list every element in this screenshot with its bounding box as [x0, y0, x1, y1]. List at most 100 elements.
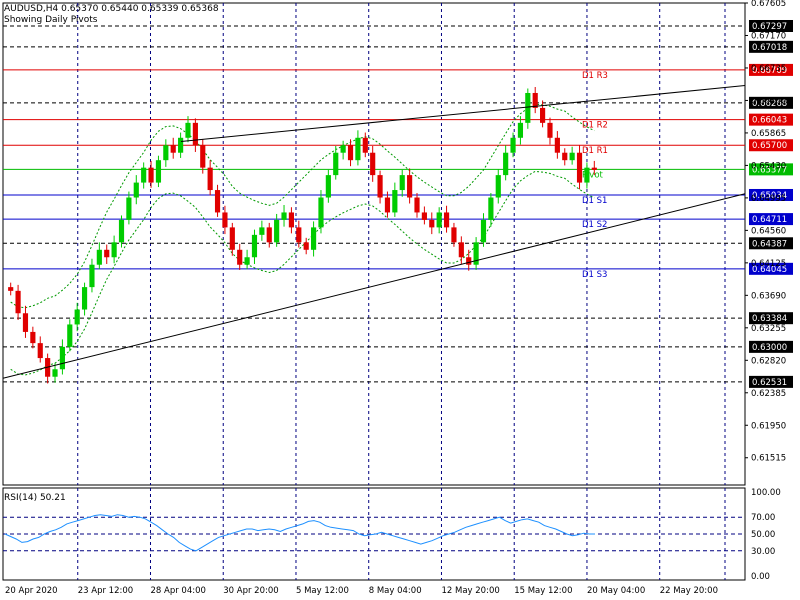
candle-body [540, 107, 546, 123]
candle-body [569, 152, 575, 161]
candle-body [251, 234, 258, 258]
level-label-box [749, 213, 793, 226]
level-label: 0.65377 [752, 165, 787, 175]
level-label-box [749, 96, 793, 109]
candle-body [74, 309, 80, 325]
x-tick-label: 12 May 20:00 [441, 586, 499, 596]
candle-body [141, 167, 147, 183]
candle-body [554, 137, 560, 153]
level-label-box [749, 340, 793, 353]
candle-body [488, 197, 494, 220]
candle-body [510, 137, 516, 153]
candle-body [547, 122, 553, 138]
candle-body [192, 122, 198, 146]
candle-body [59, 346, 65, 370]
level-label: 0.62531 [752, 378, 787, 388]
candle-body [584, 167, 590, 183]
x-tick-label: 20 Apr 2020 [5, 586, 58, 596]
candle-body [104, 249, 110, 258]
candles-layer [8, 87, 597, 384]
pivot-tag: D1 S1 [582, 196, 607, 206]
candle-body [525, 92, 531, 123]
rsi-label: RSI(14) 50.21 [4, 493, 66, 503]
level-label: 0.67297 [752, 22, 787, 32]
trendline [181, 85, 746, 143]
candle-body [288, 212, 295, 228]
y-tick-label: 0.64995 [751, 194, 786, 204]
candle-body [325, 175, 331, 198]
candle-body [296, 227, 302, 243]
candle-body [429, 219, 435, 228]
upper-band [10, 103, 595, 309]
level-label: 0.63000 [752, 343, 787, 353]
rsi-y-tick-label: 30.00 [751, 547, 775, 557]
candle-body [96, 249, 102, 265]
candle-body [436, 212, 442, 228]
x-tick-label: 28 Apr 04:00 [150, 586, 205, 596]
level-label: 0.63384 [752, 314, 787, 324]
candle-body [81, 287, 88, 310]
candle-body [517, 122, 524, 138]
candle-body [495, 175, 501, 198]
x-tick-label: 30 Apr 20:00 [223, 586, 278, 596]
candle-body [562, 152, 568, 161]
level-label: 0.64045 [752, 265, 787, 275]
candle-body [126, 197, 132, 220]
rsi-y-tick-label: 50.00 [751, 530, 775, 540]
candle-body [163, 145, 169, 161]
level-label: 0.64387 [752, 239, 787, 249]
candle-body [347, 145, 354, 161]
rsi-line [4, 514, 595, 552]
candle-body [89, 264, 95, 288]
rsi-y-tick-label: 70.00 [751, 513, 775, 523]
candle-body [377, 175, 383, 198]
y-tick-label: 0.67605 [751, 0, 786, 9]
trendline [2, 193, 746, 379]
candle-body [384, 197, 391, 213]
level-label: 0.65700 [752, 141, 787, 151]
candle-body [421, 212, 427, 220]
candle-body [229, 227, 235, 250]
chart-header-symbol: AUDUSD,H4 0.65370 0.65440 0.65339 0.6536… [4, 4, 219, 14]
pivot-tag: D1 R2 [582, 121, 608, 131]
candle-body [200, 145, 206, 168]
candle-body [303, 242, 309, 250]
y-tick-label: 0.62385 [751, 389, 786, 399]
candle-body [170, 145, 176, 153]
candle-body [67, 324, 73, 347]
axis-layer: 20 Apr 2020 23 Apr 12:00 28 Apr 04:00 30 Ap… [5, 0, 786, 596]
candle-body [155, 160, 162, 183]
candle-body [318, 197, 324, 228]
x-tick-label: 22 May 20:00 [660, 586, 718, 596]
pivot-tag: D1 S2 [582, 220, 607, 230]
level-label: 0.66709 [752, 66, 787, 76]
candle-body [576, 152, 583, 183]
candle-body [399, 175, 405, 191]
candle-body [52, 369, 58, 377]
y-tick-label: 0.67170 [751, 31, 786, 41]
y-tick-label: 0.66300 [751, 96, 786, 106]
candle-body [214, 190, 221, 213]
rsi-layer: 100.00 70.00 50.00 30.00 0.00 [3, 488, 781, 582]
candle-body [207, 167, 213, 191]
candle-body [458, 242, 464, 258]
pivot-tag: Pivot [582, 170, 604, 180]
chart-header-subtitle: Showing Daily Pivots [4, 15, 98, 25]
level-label-box [749, 312, 793, 325]
y-tick-label: 0.62820 [751, 356, 786, 366]
candle-body [244, 257, 250, 265]
candle-body [8, 287, 14, 291]
candle-body [148, 167, 154, 183]
candle-body [111, 242, 117, 258]
candle-body [480, 219, 487, 243]
level-label-box [749, 113, 793, 126]
levels-layer: 0.67297 0.67018 0.66709 D1 R3 0.66268 0.66043… [3, 19, 793, 388]
rsi-y-tick-label: 0.00 [751, 572, 770, 582]
candle-body [37, 343, 43, 359]
level-label-box [749, 163, 793, 176]
candle-body [30, 331, 36, 344]
candle-body [370, 152, 376, 176]
level-label-box [749, 63, 793, 76]
candle-body [451, 227, 457, 243]
candle-body [466, 257, 472, 265]
